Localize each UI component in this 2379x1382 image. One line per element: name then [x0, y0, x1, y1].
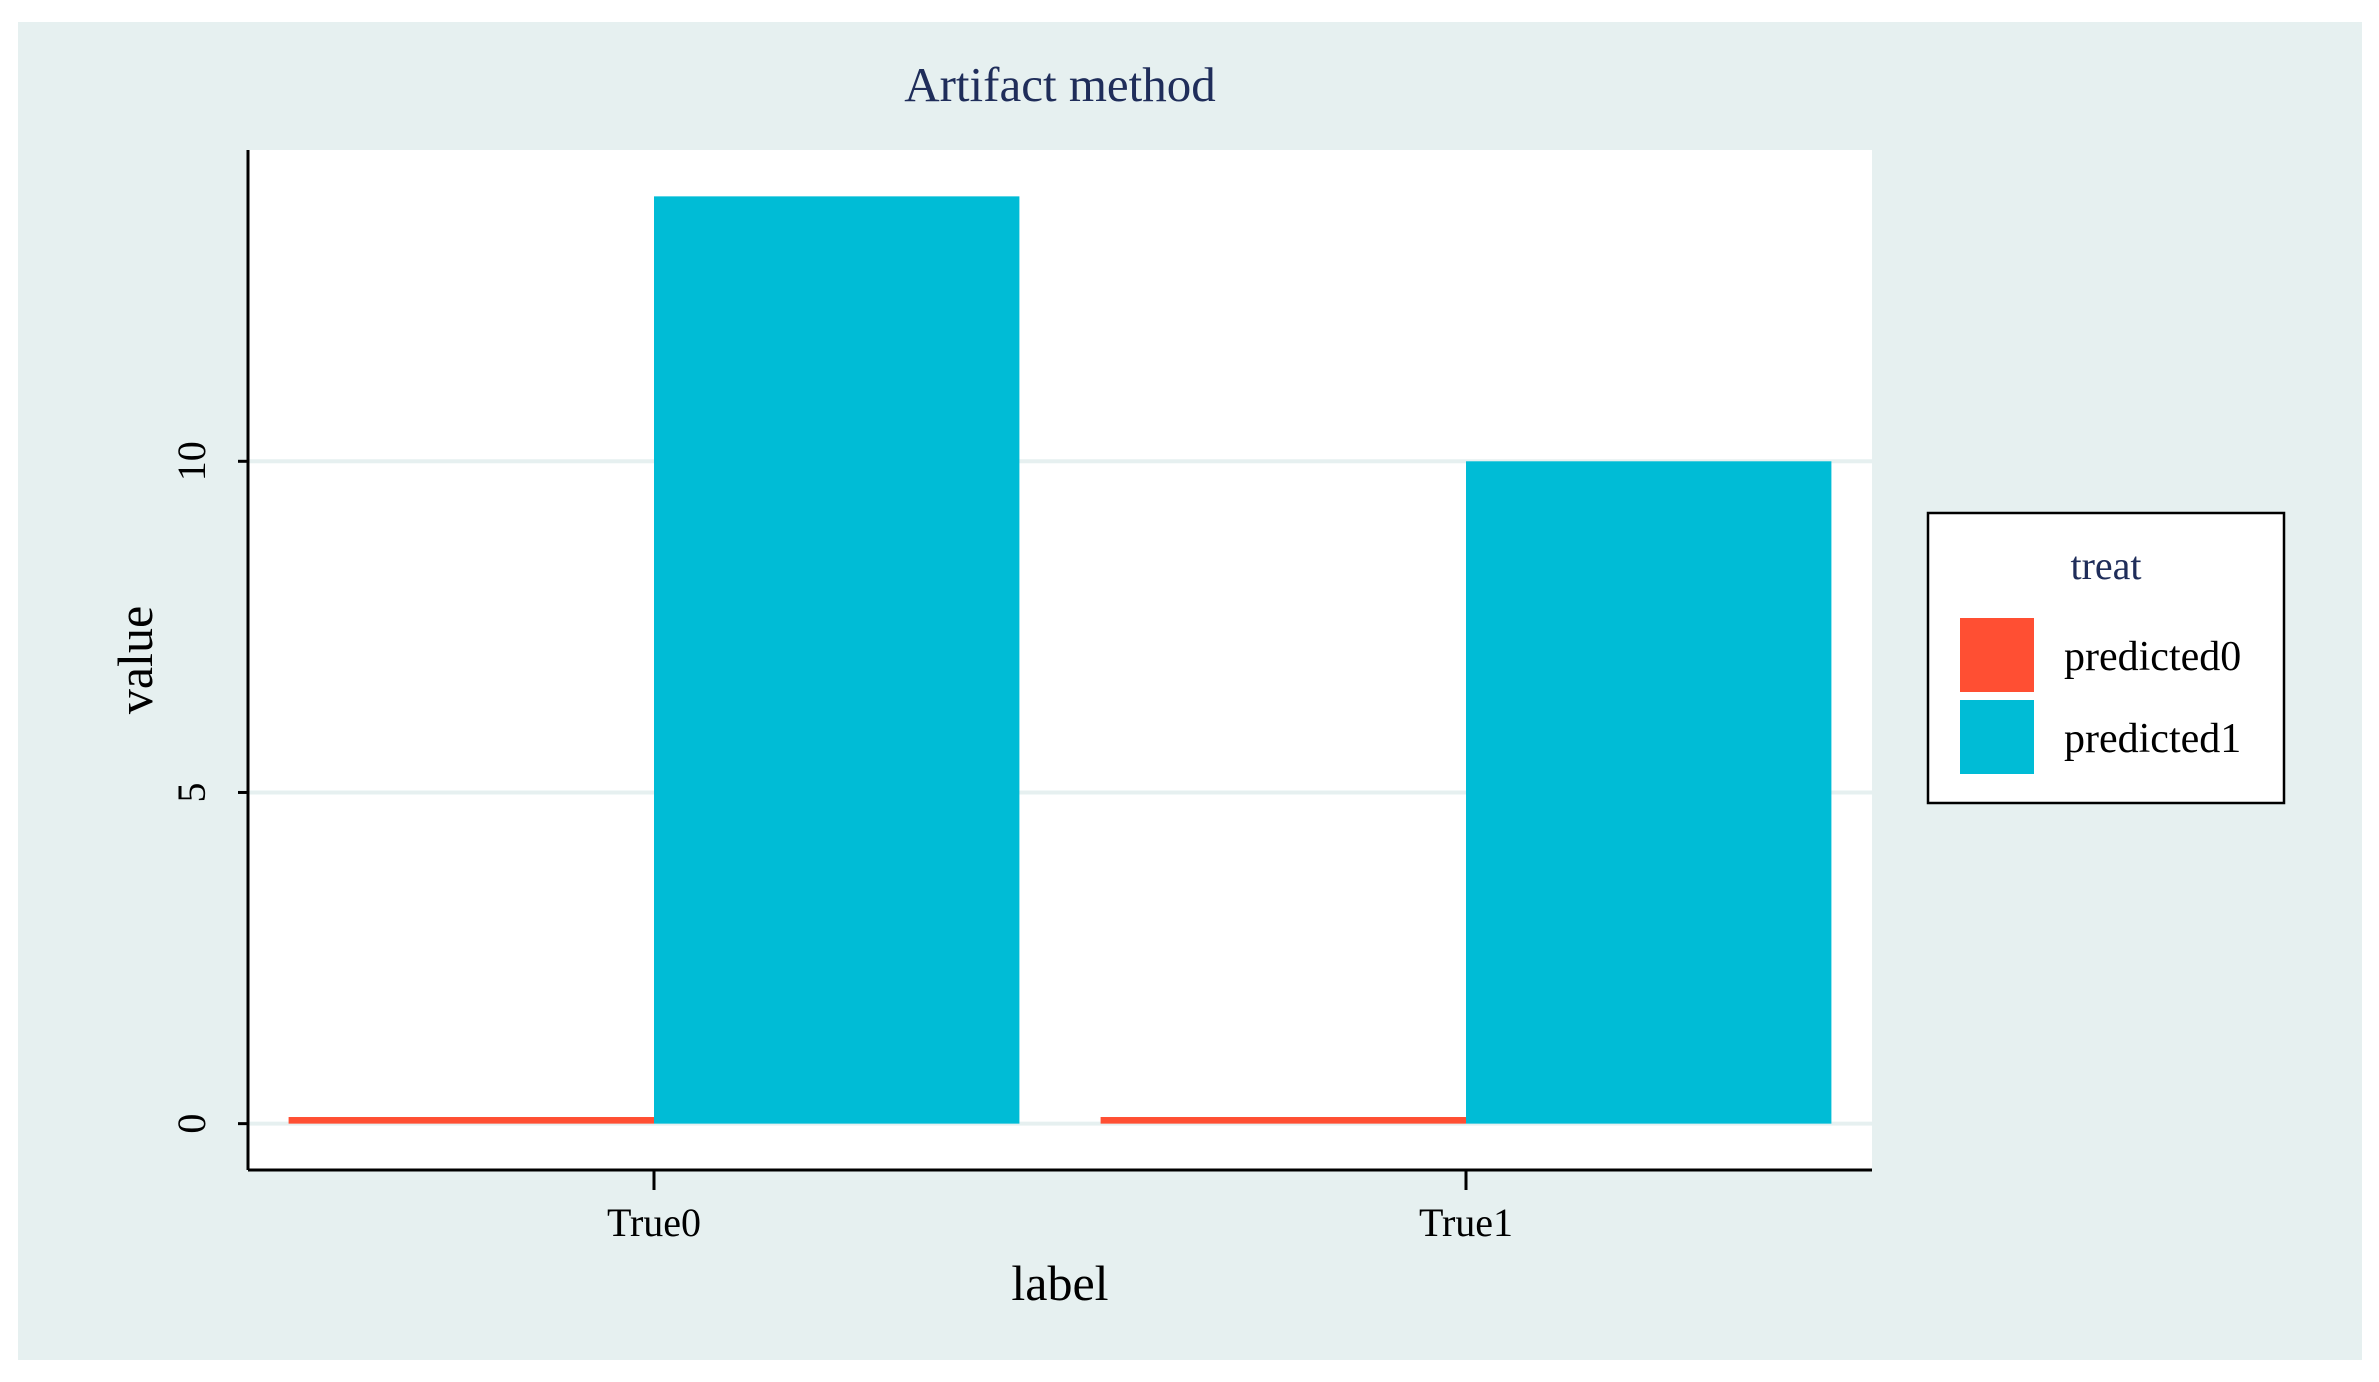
bar-predicted1-True0	[654, 196, 1020, 1124]
x-tick-label-True0: True0	[607, 1200, 701, 1245]
y-ticks: 0 5 10	[169, 441, 248, 1134]
legend-label-predicted1: predicted1	[2064, 716, 2241, 762]
bars	[288, 196, 1832, 1124]
y-tick-label-5: 5	[169, 782, 214, 802]
y-axis-label: value	[107, 606, 163, 714]
legend-swatch-predicted0	[1960, 618, 2034, 692]
y-tick-label-10: 10	[169, 441, 214, 481]
x-ticks: True0 True1	[607, 1170, 1513, 1245]
bar-predicted0-True1	[1100, 1117, 1466, 1124]
legend-title: treat	[2070, 543, 2141, 588]
chart-title: Artifact method	[904, 57, 1216, 112]
bar-predicted0-True0	[288, 1117, 654, 1124]
legend: treat predicted0 predicted1	[1926, 511, 2286, 805]
legend-swatch-predicted1	[1960, 700, 2034, 774]
y-tick-label-0: 0	[169, 1114, 214, 1134]
x-tick-label-True1: True1	[1419, 1200, 1513, 1245]
legend-label-predicted0: predicted0	[2064, 634, 2241, 680]
bar-predicted1-True1	[1466, 461, 1832, 1124]
x-axis-label: label	[1011, 1255, 1108, 1311]
